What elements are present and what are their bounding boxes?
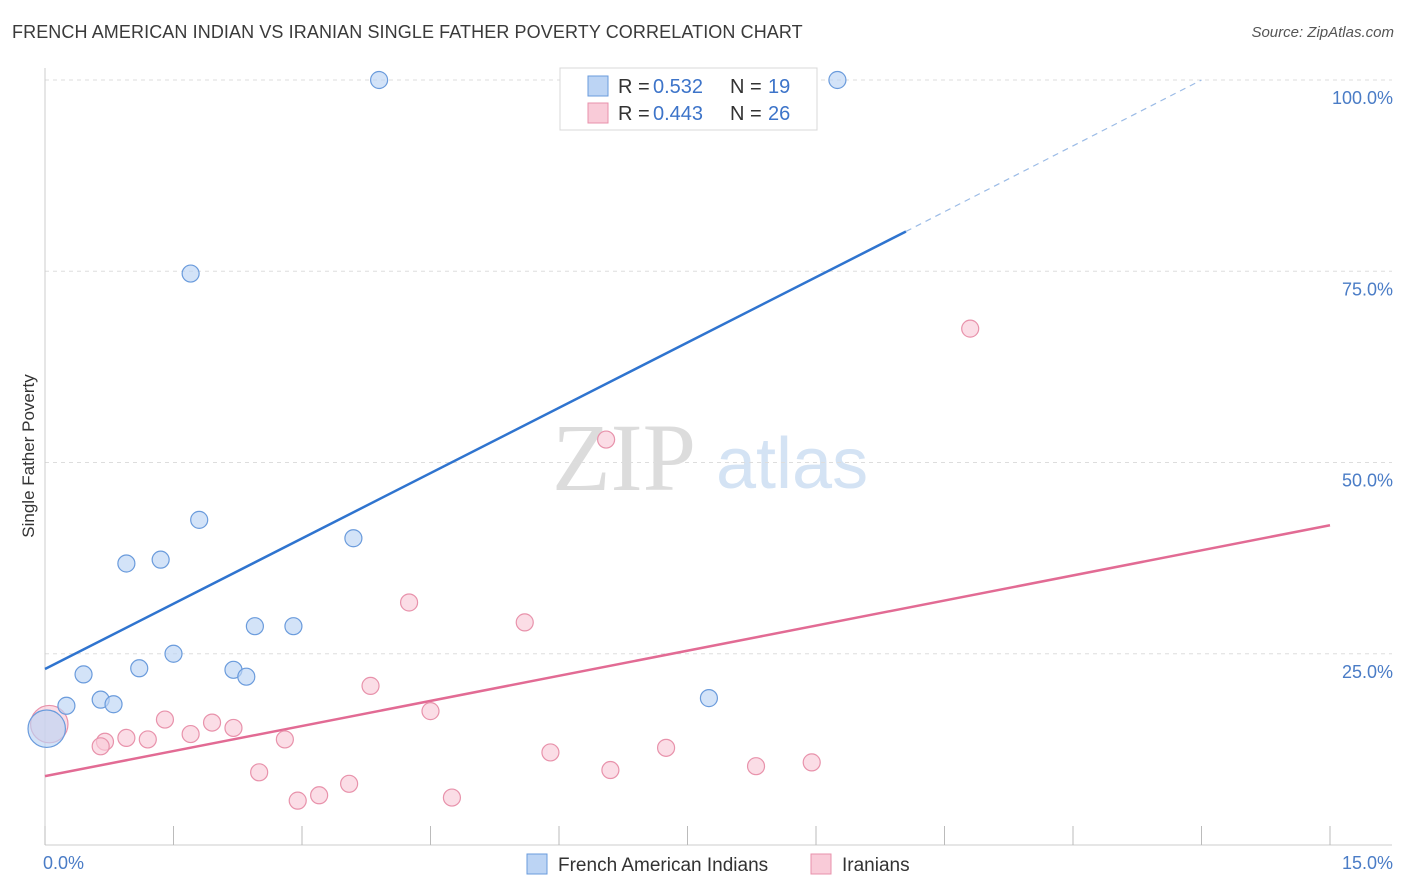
iranians-point-13 xyxy=(340,774,359,793)
french-american-indians-point-16 xyxy=(370,70,389,90)
x-ticks xyxy=(44,826,1331,845)
iranians-point-17 xyxy=(442,788,462,807)
iranians-point-10 xyxy=(275,730,294,749)
iranians-point-16 xyxy=(421,702,440,721)
legend-r-label-b: R = xyxy=(618,103,650,125)
french-american-indians-point-6 xyxy=(130,659,149,678)
series-legend-label-a: French American Indians xyxy=(558,855,768,876)
iranians-point-25 xyxy=(961,319,980,338)
legend-swatch-iranians xyxy=(587,102,609,124)
iranians-point-12 xyxy=(310,786,329,805)
french-american-indians-point-12 xyxy=(237,667,256,686)
french-american-indians-point-10 xyxy=(190,510,209,529)
y-tick-label-75: 75.0% xyxy=(1342,279,1393,299)
trend-line-french-american-indians xyxy=(44,230,907,671)
y-tick-label-25: 25.0% xyxy=(1342,662,1393,682)
french-american-indians-point-15 xyxy=(344,529,363,548)
legend-r-label-a: R = xyxy=(618,76,650,98)
french-american-indians-point-13 xyxy=(245,617,264,636)
y-axis-label: Single Father Poverty xyxy=(19,374,38,538)
french-american-indians-point-9 xyxy=(181,264,200,283)
chart-source: Source: ZipAtlas.com xyxy=(1251,24,1394,41)
french-american-indians-point-0 xyxy=(27,709,67,749)
iranians-point-6 xyxy=(181,724,200,744)
chart-title: FRENCH AMERICAN INDIAN VS IRANIAN SINGLE… xyxy=(12,22,803,42)
iranians-point-8 xyxy=(224,718,243,738)
iranians-point-21 xyxy=(601,760,620,780)
series-legend-swatch-a xyxy=(526,853,548,875)
iranians-point-7 xyxy=(202,713,222,732)
french-american-indians-points xyxy=(27,70,847,749)
legend-r-value-a: 0.532 xyxy=(653,76,703,98)
legend-n-value-b: 26 xyxy=(768,103,790,125)
series-legend-swatch-b xyxy=(810,853,832,875)
iranians-point-5 xyxy=(155,710,175,729)
x-tick-label-min: 0.0% xyxy=(43,853,84,873)
iranians-point-19 xyxy=(541,743,560,762)
legend-r-value-b: 0.443 xyxy=(653,103,703,125)
watermark-zip: ZIP xyxy=(552,404,696,511)
french-american-indians-point-18 xyxy=(828,70,847,90)
x-tick-label-max: 15.0% xyxy=(1342,853,1393,873)
iranians-point-20 xyxy=(597,430,616,449)
trend-line-french-american-indians-extension xyxy=(905,79,1202,233)
trend-line-iranians xyxy=(44,524,1331,778)
iranians-point-18 xyxy=(515,613,534,632)
iranians-point-14 xyxy=(361,676,380,695)
stats-legend: R = 0.532 N = 19 R = 0.443 N = 26 xyxy=(559,67,818,131)
french-american-indians-point-1 xyxy=(57,696,76,715)
trend-lines xyxy=(44,79,1331,778)
french-american-indians-point-8 xyxy=(164,644,183,663)
iranians-point-23 xyxy=(746,757,766,776)
iranians-point-11 xyxy=(288,791,307,810)
french-american-indians-point-7 xyxy=(151,550,170,569)
french-american-indians-point-5 xyxy=(117,554,136,573)
y-tick-label-100: 100.0% xyxy=(1332,88,1393,108)
series-legend-label-b: Iranians xyxy=(842,855,910,876)
french-american-indians-point-2 xyxy=(74,665,93,684)
french-american-indians-point-14 xyxy=(284,617,303,636)
iranians-point-24 xyxy=(802,753,821,772)
french-american-indians-point-4 xyxy=(104,695,123,714)
iranians-points xyxy=(29,319,980,810)
iranians-point-22 xyxy=(656,738,676,757)
iranians-point-4 xyxy=(138,730,157,749)
legend-n-value-a: 19 xyxy=(768,76,790,98)
iranians-point-9 xyxy=(250,763,269,782)
series-legend: French American Indians Iranians xyxy=(526,853,910,876)
grid xyxy=(45,79,1392,655)
y-tick-label-50: 50.0% xyxy=(1342,471,1393,491)
legend-n-label-b: N = xyxy=(730,103,762,125)
iranians-point-2 xyxy=(91,737,110,756)
y-tick-labels: 25.0% 50.0% 75.0% 100.0% xyxy=(1332,88,1393,682)
legend-n-label-a: N = xyxy=(730,76,762,98)
iranians-point-3 xyxy=(117,728,136,748)
iranians-point-15 xyxy=(399,593,419,612)
french-american-indians-point-17 xyxy=(699,689,719,708)
legend-swatch-french-american-indians xyxy=(587,75,609,97)
watermark-atlas: atlas xyxy=(716,424,868,504)
